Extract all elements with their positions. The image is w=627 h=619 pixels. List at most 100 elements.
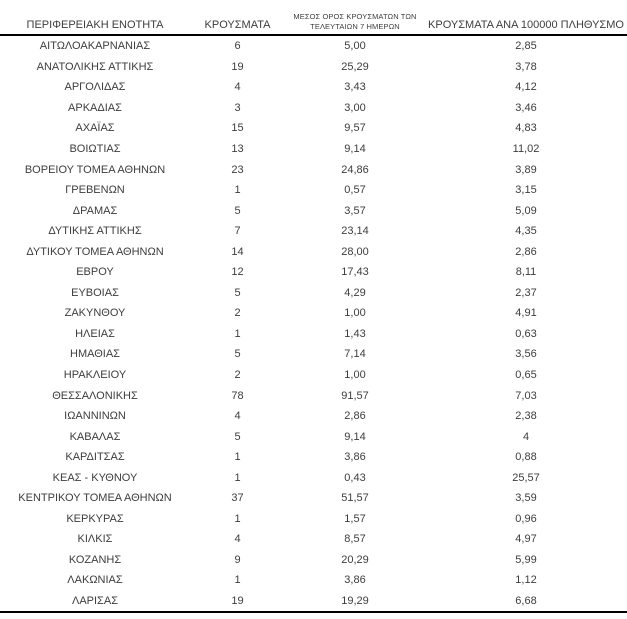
cell-per100k: 3,78 [515,60,537,73]
cell-region: ΗΛΕΙΑΣ [75,327,115,340]
cell-cases: 3 [234,101,241,114]
table-row: ΚΑΡΔΙΤΣΑΣ 1 3,86 0,88 [0,447,627,468]
cell-region: ΗΡΑΚΛΕΙΟΥ [63,369,127,382]
table-body: ΑΙΤΩΛΟΑΚΑΡΝΑΝΙΑΣ 6 5,00 2,85 ΑΝΑΤΟΛΙΚΗΣ … [0,35,627,614]
cell-per100k: 3,15 [515,184,537,197]
cell-per100k: 1,12 [515,574,537,587]
cell-avg7: 3,43 [344,81,366,94]
cell-region: ΖΑΚΥΝΘΟΥ [64,307,126,320]
cell-cases: 1 [234,512,241,525]
cell-per100k: 6,68 [425,590,627,614]
cell-region: ΔΥΤΙΚΗΣ ΑΤΤΙΚΗΣ [48,225,142,238]
column-header-cases: ΚΡΟΥΣΜΑΤΑ [190,0,285,36]
cell-avg7: 4,29 [344,286,366,299]
cell-per100k: 4,97 [515,533,537,546]
cell-cases: 5 [234,348,241,361]
column-header-avg7: ΜΕΣΟΣ ΟΡΟΣ ΚΡΟΥΣΜΑΤΩΝ ΤΩΝ ΤΕΛΕΥΤΑΙΩΝ 7 Η… [285,0,425,36]
table-row: ΑΧΑΪΑΣ 15 9,57 4,83 [0,118,627,139]
table-row: ΔΥΤΙΚΟΥ ΤΟΜΕΑ ΑΘΗΝΩΝ 14 28,00 2,86 [0,241,627,262]
table-row: ΑΡΓΟΛΙΔΑΣ 4 3,43 4,12 [0,77,627,98]
cell-region: ΑΝΑΤΟΛΙΚΗΣ ΑΤΤΙΚΗΣ [36,60,154,73]
table-row: ΕΥΒΟΙΑΣ 5 4,29 2,37 [0,283,627,304]
table-row: ΚΟΖΑΝΗΣ 9 20,29 5,99 [0,550,627,571]
table-row: ΔΡΑΜΑΣ 5 3,57 5,09 [0,200,627,221]
cell-cases: 23 [231,163,244,176]
cell-cases: 1 [234,327,241,340]
cell-per100k: 3,89 [515,163,537,176]
cell-region: ΚΕΝΤΡΙΚΟΥ ΤΟΜΕΑ ΑΘΗΝΩΝ [18,492,172,505]
cell-cases: 12 [231,266,244,279]
cell-per100k: 4,35 [515,225,537,238]
cell-cases: 19 [190,590,285,614]
cell-per100k: 11,02 [512,143,540,155]
cell-cases: 1 [234,574,241,587]
cell-cases: 15 [231,122,244,135]
table-row: ΘΕΣΣΑΛΟΝΙΚΗΣ 78 91,57 7,03 [0,385,627,406]
cell-region: ΒΟΙΩΤΙΑΣ [69,143,121,155]
cell-region: ΘΕΣΣΑΛΟΝΙΚΗΣ [52,389,138,402]
cell-avg7: 20,29 [341,553,369,566]
cell-per100k: 2,85 [515,40,537,53]
cell-avg7: 1,43 [344,327,366,340]
cell-per100k: 5,09 [515,204,537,217]
cell-per100k: 7,03 [515,389,537,402]
cell-per100k: 4,91 [515,307,537,320]
cell-avg7: 23,14 [341,225,369,238]
cell-avg7: 51,57 [341,492,369,505]
cell-avg7: 28,00 [341,245,369,258]
cell-avg7: 1,00 [344,369,366,382]
cell-cases: 4 [234,410,241,423]
cell-avg7: 24,86 [341,163,369,176]
table-row: ΚΕΝΤΡΙΚΟΥ ΤΟΜΕΑ ΑΘΗΝΩΝ 37 51,57 3,59 [0,488,627,509]
cell-per100k: 0,63 [515,327,537,340]
cell-avg7: 9,14 [344,430,366,443]
cell-avg7: 5,00 [344,40,366,53]
table-row: ΚΑΒΑΛΑΣ 5 9,14 4 [0,426,627,447]
cell-cases: 6 [234,40,241,53]
cell-avg7: 8,57 [344,533,366,546]
cell-cases: 5 [234,430,241,443]
cell-per100k: 25,57 [512,471,540,484]
table-row: ΗΜΑΘΙΑΣ 5 7,14 3,56 [0,344,627,365]
table-row: ΑΡΚΑΔΙΑΣ 3 3,00 3,46 [0,98,627,119]
cell-region: ΔΡΑΜΑΣ [72,204,118,217]
column-header-avg7-line1: ΜΕΣΟΣ ΟΡΟΣ ΚΡΟΥΣΜΑΤΩΝ ΤΩΝ [293,12,417,22]
cell-region: ΓΡΕΒΕΝΩΝ [65,184,125,197]
table-row: ΔΥΤΙΚΗΣ ΑΤΤΙΚΗΣ 7 23,14 4,35 [0,221,627,242]
cell-region: ΕΥΒΟΙΑΣ [71,286,119,299]
cell-region: ΚΟΖΑΝΗΣ [68,553,122,566]
cell-avg7: 17,43 [341,266,369,279]
cell-cases: 2 [234,307,241,320]
cell-region: ΔΥΤΙΚΟΥ ΤΟΜΕΑ ΑΘΗΝΩΝ [26,245,164,258]
cell-cases: 9 [234,553,241,566]
cell-cases: 13 [231,143,244,155]
cell-cases: 5 [234,204,241,217]
cell-cases: 1 [234,471,241,484]
table-row: ΒΟΙΩΤΙΑΣ 13 9,14 11,02 [0,139,627,160]
cell-region: ΚΕΡΚΥΡΑΣ [66,512,124,525]
table-row: ΚΕΑΣ - ΚΥΘΝΟΥ 1 0,43 25,57 [0,467,627,488]
table-row: ΚΕΡΚΥΡΑΣ 1 1,57 0,96 [0,509,627,530]
cell-avg7: 91,57 [341,389,369,402]
cell-avg7: 3,00 [344,101,366,114]
table-row: ΓΡΕΒΕΝΩΝ 1 0,57 3,15 [0,180,627,201]
cell-region: ΙΩΑΝΝΙΝΩΝ [64,410,126,423]
cell-per100k: 4 [522,430,530,443]
table-row: ΗΛΕΙΑΣ 1 1,43 0,63 [0,324,627,345]
cell-avg7: 19,29 [285,590,425,614]
cell-cases: 37 [231,492,244,505]
cell-avg7: 3,57 [344,204,366,217]
cell-region: ΚΙΛΚΙΣ [77,533,113,546]
cell-per100k: 2,37 [515,286,537,299]
cell-region: ΑΧΑΪΑΣ [75,122,115,135]
cell-region: ΑΡΚΑΔΙΑΣ [68,101,122,114]
cell-per100k: 3,56 [515,348,537,361]
cell-cases: 19 [231,60,244,73]
cell-cases: 1 [234,184,241,197]
column-header-per100k: ΚΡΟΥΣΜΑΤΑ ΑΝΑ 100000 ΠΛΗΘΥΣΜΟ [425,0,627,36]
cell-per100k: 0,88 [515,451,537,464]
cell-cases: 78 [231,389,244,402]
cell-avg7: 7,14 [344,348,366,361]
cell-avg7: 2,86 [344,410,366,423]
